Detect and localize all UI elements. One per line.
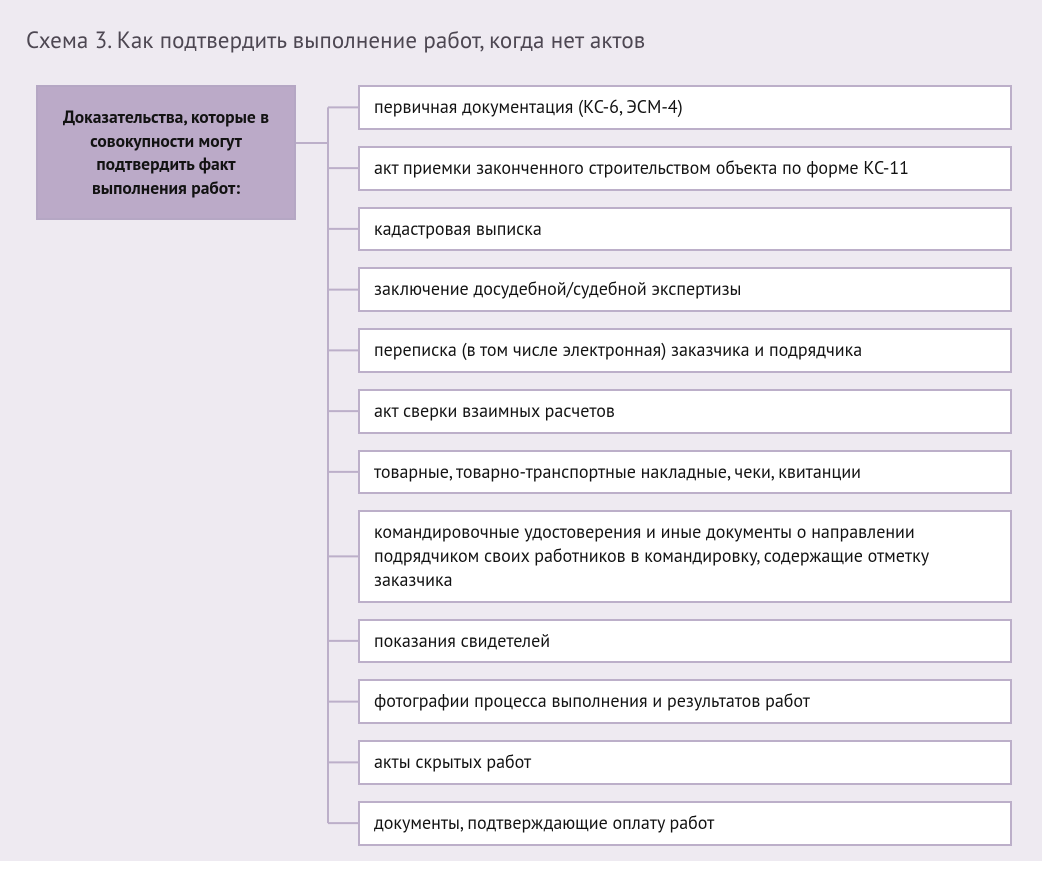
leaf-node-label: акты скрытых работ — [374, 750, 531, 773]
leaf-node-label: кадастровая выписка — [374, 217, 542, 240]
leaf-node: показания свидетелей — [358, 619, 1012, 664]
leaf-node: документы, подтверждающие оплату работ — [358, 801, 1012, 846]
leaf-node-label: первичная документация (КС-6, ЭСМ-4) — [374, 95, 683, 118]
diagram-title: Схема 3. Как подтвердить выполнение рабо… — [26, 26, 1022, 55]
leaf-node: первичная документация (КС-6, ЭСМ-4) — [358, 85, 1012, 130]
leaf-node: кадастровая выписка — [358, 207, 1012, 252]
root-node: Доказательства, которые в совокупности м… — [36, 85, 296, 220]
leaf-node: акт приемки законченного строительством … — [358, 146, 1012, 191]
page: Схема 3. Как подтвердить выполнение рабо… — [0, 0, 1042, 861]
leaf-node-label: заключение досудебной/судебной экспертиз… — [374, 277, 741, 300]
leaf-node-label: командировочные удостоверения и иные док… — [374, 520, 928, 591]
leaf-node: переписка (в том числе электронная) зака… — [358, 328, 1012, 373]
leaf-node-label: показания свидетелей — [374, 629, 550, 652]
leaf-node: фотографии процесса выполнения и результ… — [358, 679, 1012, 724]
leaf-node-label: фотографии процесса выполнения и результ… — [374, 689, 810, 712]
leaf-node: акт сверки взаимных расчетов — [358, 389, 1012, 434]
leaf-node: командировочные удостоверения и иные док… — [358, 510, 1012, 602]
leaf-node: заключение досудебной/судебной экспертиз… — [358, 267, 1012, 312]
connector-lines — [296, 85, 358, 885]
leaf-node-label: акт сверки взаимных расчетов — [374, 399, 615, 422]
leaf-node-label: переписка (в том числе электронная) зака… — [374, 338, 862, 361]
root-node-label: Доказательства, которые в совокупности м… — [63, 105, 269, 199]
leaf-node-label: товарные, товарно-транспортные накладные… — [374, 460, 861, 483]
leaf-node-label: документы, подтверждающие оплату работ — [374, 811, 714, 834]
leaf-nodes-container: первичная документация (КС-6, ЭСМ-4) акт … — [358, 85, 1012, 846]
leaf-node: акты скрытых работ — [358, 740, 1012, 785]
leaf-node: товарные, товарно-транспортные накладные… — [358, 450, 1012, 495]
leaf-node-label: акт приемки законченного строительством … — [374, 156, 909, 179]
